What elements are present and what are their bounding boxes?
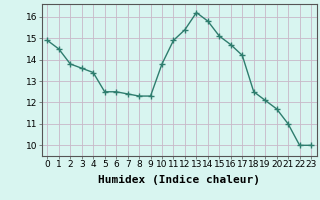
X-axis label: Humidex (Indice chaleur): Humidex (Indice chaleur): [98, 175, 260, 185]
